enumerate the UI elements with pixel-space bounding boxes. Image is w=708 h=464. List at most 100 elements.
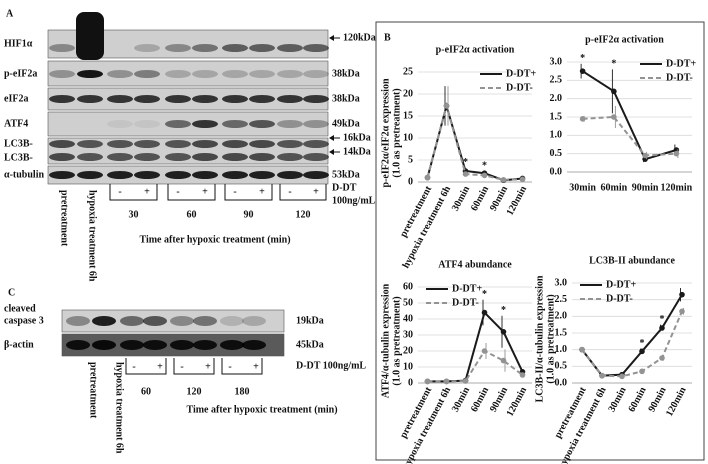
sign: - — [180, 361, 183, 372]
kda-label: 53kDa — [332, 169, 360, 180]
band — [134, 95, 160, 103]
band — [134, 44, 160, 52]
band — [249, 171, 275, 179]
x-title: Time after hypoxic treatment (min) — [139, 234, 290, 245]
time-label: 120 — [187, 386, 202, 397]
band — [220, 316, 244, 326]
y-tick-label: 10 — [403, 361, 413, 372]
y-axis-label: (1.0 as pretreatment) — [545, 294, 556, 383]
band — [165, 44, 191, 52]
band — [222, 171, 248, 179]
y-tick-label: 10 — [403, 132, 413, 143]
band — [165, 140, 191, 148]
y-tick-label: 0.5 — [550, 148, 563, 159]
time-label: 90 — [244, 209, 254, 220]
marker — [519, 176, 526, 183]
y-tick-label: 25 — [403, 66, 413, 77]
sign: + — [253, 361, 259, 372]
band — [49, 70, 75, 78]
band — [107, 95, 133, 103]
arrow-head — [329, 149, 334, 155]
marker — [639, 348, 645, 355]
band — [134, 70, 160, 78]
band — [49, 44, 75, 52]
band — [277, 140, 303, 148]
band — [77, 70, 103, 78]
band — [77, 153, 103, 161]
kda-label: 16kDa — [343, 132, 371, 143]
chart-title: p-eIF2α activation — [585, 34, 664, 45]
band — [170, 316, 194, 326]
band — [193, 340, 217, 350]
annotation: * — [660, 314, 665, 325]
band — [222, 44, 248, 52]
time-label: 60 — [141, 386, 151, 397]
annotation: * — [611, 59, 616, 70]
band — [92, 340, 116, 350]
kda-label: 120kDa — [343, 32, 376, 43]
legend-label: D-DT- — [606, 293, 633, 304]
bracket — [221, 358, 263, 375]
band — [107, 70, 133, 78]
band — [77, 171, 103, 179]
y-tick-label: 1.0 — [550, 130, 563, 141]
band — [134, 140, 160, 148]
band — [192, 44, 218, 52]
series-line — [427, 349, 524, 383]
panel-label: C — [8, 287, 15, 298]
marker — [500, 329, 507, 335]
y-axis-label: ATF4/α-tubulin expression — [380, 283, 391, 398]
marker — [500, 177, 507, 183]
treatment-label: D-DT — [332, 182, 357, 193]
series-line — [581, 294, 683, 377]
band — [303, 95, 329, 103]
marker — [424, 378, 431, 385]
band — [249, 95, 275, 103]
band — [249, 153, 275, 161]
bracket — [173, 358, 215, 375]
band — [165, 95, 191, 103]
sign: + — [144, 186, 150, 197]
band — [249, 120, 275, 128]
legend-label: D-DT+ — [666, 58, 696, 69]
marker — [639, 368, 645, 375]
marker — [619, 373, 625, 380]
bracket — [109, 184, 158, 201]
band — [120, 340, 144, 350]
row-label: cleaved — [4, 303, 36, 314]
sign: - — [176, 186, 179, 197]
y-tick-label: 15 — [403, 110, 413, 121]
y-tick-label: 50 — [403, 297, 413, 308]
annotation: * — [501, 305, 506, 316]
chart-title: ATF4 abundance — [438, 259, 512, 270]
y-tick-label: 0.5 — [555, 361, 568, 372]
band — [249, 44, 275, 52]
y-tick-label: 2.0 — [550, 93, 563, 104]
band — [222, 153, 248, 161]
band — [49, 95, 75, 103]
band — [303, 153, 329, 161]
kda-label: 19kDa — [296, 315, 324, 326]
band — [193, 316, 217, 326]
marker — [611, 114, 617, 120]
kda-label: 49kDa — [332, 118, 360, 129]
band — [192, 120, 218, 128]
band — [77, 95, 103, 103]
band — [143, 316, 167, 326]
kda-label: 45kDa — [296, 339, 324, 350]
bracket — [224, 184, 273, 201]
panel-label: A — [6, 8, 14, 19]
y-tick-label: 1.0 — [555, 344, 568, 355]
panel-b-frame — [375, 21, 705, 461]
x-tick-label: 30min — [606, 385, 628, 414]
sign: - — [288, 186, 291, 197]
marker — [443, 103, 450, 109]
band — [277, 70, 303, 78]
y-tick-label: 5 — [408, 154, 413, 165]
marker — [659, 355, 665, 361]
y-tick-label: 20 — [403, 88, 413, 99]
marker — [481, 309, 488, 316]
legend-label: D-DT+ — [506, 68, 536, 79]
band — [303, 171, 329, 179]
